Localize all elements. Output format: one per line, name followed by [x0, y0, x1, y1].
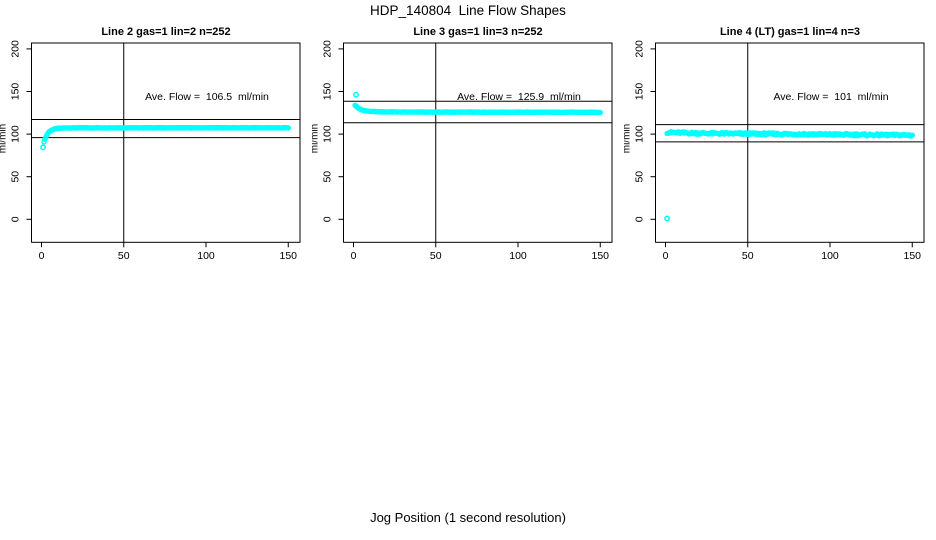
plot-frame: [31, 42, 301, 243]
x-tick-label: 50: [118, 250, 130, 262]
data-point: [285, 125, 291, 131]
x-tick-label: 50: [430, 250, 442, 262]
y-tick-label: 0: [634, 216, 646, 222]
outlier-point: [40, 144, 47, 151]
x-tick-label: 0: [351, 250, 357, 262]
y-tick-label: 50: [322, 171, 334, 183]
y-tick-label: 200: [634, 40, 646, 58]
data-point: [909, 132, 915, 138]
x-tick-label: 150: [591, 250, 609, 262]
plot-area: 0 50 100 150 200 0 50 100 150: [10, 40, 301, 262]
x-tick-label: 150: [279, 250, 297, 262]
data-point: [597, 109, 603, 116]
y-tick-label: 150: [322, 83, 334, 101]
plot-frame: [343, 42, 613, 243]
y-tick-label: 200: [322, 40, 334, 58]
outlier-point: [664, 215, 671, 222]
points-group: [40, 124, 291, 151]
y-tick-label: 100: [634, 125, 646, 143]
ave-flow-annotation: Ave. Flow = 125.9 ml/min: [457, 91, 581, 103]
y-axis-label: ml/min: [624, 124, 633, 153]
y-tick-label: 100: [322, 125, 334, 143]
y-tick-label: 200: [10, 40, 22, 58]
points-group: [352, 91, 603, 116]
x-tick-label: 100: [197, 250, 215, 262]
outlier-point: [353, 91, 359, 98]
flow-panel-line4: 0 50 100 150 200 0 50 100 150 Line 4 (LT) gas=1 …: [624, 26, 925, 262]
x-axis-label: Jog Position (1 second resolution): [370, 510, 566, 525]
x-tick-label: 0: [39, 250, 45, 262]
y-tick-label: 0: [322, 216, 334, 222]
y-axis-label: ml/min: [312, 124, 321, 153]
ave-flow-annotation: Ave. Flow = 101 ml/min: [773, 91, 888, 103]
page-title: HDP_140804 Line Flow Shapes: [370, 3, 566, 18]
points-group: [664, 128, 915, 222]
x-tick-label: 100: [509, 250, 527, 262]
y-tick-label: 50: [10, 171, 22, 183]
data-point: [41, 139, 47, 145]
y-tick-label: 100: [10, 125, 22, 143]
panel-title: Line 2 gas=1 lin=2 n=252: [101, 26, 230, 38]
plot-area: 0 50 100 150 200 0 50 100 150: [634, 40, 925, 262]
ave-flow-annotation: Ave. Flow = 106.5 ml/min: [145, 91, 269, 103]
panel-title: Line 3 gas=1 lin=3 n=252: [413, 26, 542, 38]
y-tick-label: 150: [634, 83, 646, 101]
x-tick-label: 50: [742, 250, 754, 262]
plot-area: 0 50 100 150 200 0 50 100 150: [322, 40, 613, 262]
y-axis-label: ml/min: [0, 124, 9, 153]
x-tick-label: 150: [903, 250, 921, 262]
y-tick-label: 150: [10, 83, 22, 101]
panel-title: Line 4 (LT) gas=1 lin=4 n=3: [720, 26, 860, 38]
flow-panel-line2: 0 50 100 150 200 0 50 100 150 Line 2 gas=1 lin=2…: [0, 26, 301, 262]
x-tick-label: 100: [821, 250, 839, 262]
y-tick-label: 0: [10, 216, 22, 222]
plot-frame: [655, 42, 925, 243]
flow-panel-line3: 0 50 100 150 200 0 50 100 150 Line 3 gas=1 lin=3…: [312, 26, 613, 262]
y-tick-label: 50: [634, 171, 646, 183]
x-tick-label: 0: [663, 250, 669, 262]
